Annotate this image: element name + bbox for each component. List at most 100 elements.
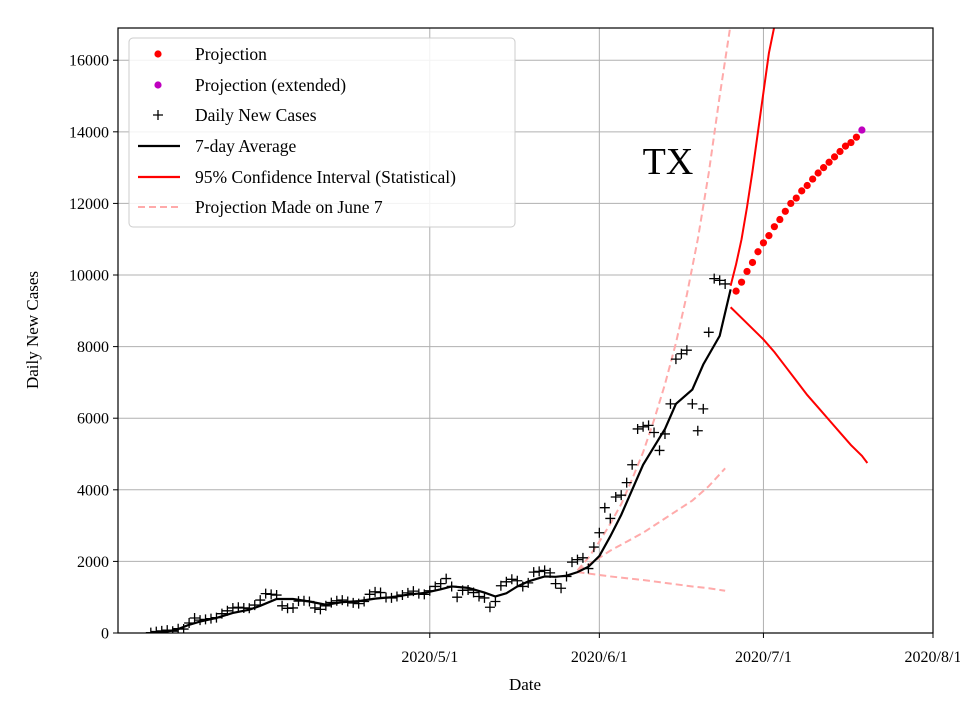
daily-case-marker xyxy=(654,445,665,456)
daily-case-marker xyxy=(632,423,643,434)
daily-case-marker xyxy=(260,588,271,599)
daily-case-marker xyxy=(288,602,299,613)
legend-markers xyxy=(138,50,180,208)
projection-point xyxy=(754,248,762,256)
projection-point xyxy=(732,287,740,295)
daily-case-marker xyxy=(594,527,605,538)
daily-case-marker xyxy=(189,612,200,623)
x-tick-label: 2020/8/1 xyxy=(905,649,960,666)
legend-dot-marker xyxy=(154,50,162,58)
daily-case-marker xyxy=(720,278,731,289)
legend-label-7-day-average: 7-day Average xyxy=(195,136,296,156)
projection-point xyxy=(743,267,751,276)
projection-point xyxy=(852,133,861,141)
daily-case-marker xyxy=(665,398,676,409)
daily-case-marker xyxy=(479,592,490,603)
projection-point xyxy=(803,181,811,190)
projection-point xyxy=(847,138,855,147)
projection-point xyxy=(759,239,768,247)
y-tick-label: 16000 xyxy=(69,53,109,70)
daily-case-marker xyxy=(435,578,446,589)
daily-case-marker xyxy=(621,477,632,488)
daily-case-marker xyxy=(692,425,703,436)
daily-case-marker xyxy=(610,491,621,502)
daily-case-marker xyxy=(703,327,714,338)
x-tick-label: 2020/7/1 xyxy=(735,649,792,666)
x-tick-label: 2020/6/1 xyxy=(571,649,628,666)
state-annotation: TX xyxy=(643,141,694,183)
daily-case-marker xyxy=(452,592,463,603)
y-tick-label: 6000 xyxy=(77,411,109,428)
legend-box xyxy=(128,37,516,228)
confidence-interval-line-upper xyxy=(729,28,776,286)
daily-case-marker xyxy=(463,585,474,596)
projection-point xyxy=(776,215,784,224)
daily-case-marker xyxy=(266,589,277,600)
legend-plus-marker xyxy=(153,110,163,120)
daily-case-marker xyxy=(441,573,452,584)
daily-case-marker xyxy=(474,591,485,602)
projection-point xyxy=(841,142,850,150)
axes-frame xyxy=(117,27,934,634)
daily-case-marker xyxy=(348,597,359,608)
daily-case-marker xyxy=(643,420,654,431)
projection-point xyxy=(781,207,789,215)
daily-case-marker xyxy=(309,602,320,613)
daily-case-marker xyxy=(638,421,649,432)
plot-area xyxy=(145,28,869,633)
daily-case-marker xyxy=(676,348,687,359)
daily-case-marker xyxy=(528,567,539,578)
legend: Projection Projection (extended) Daily N… xyxy=(128,37,516,228)
daily-case-marker xyxy=(375,587,386,598)
legend-label-confidence-interval: 95% Confidence Interval (Statistical) xyxy=(195,167,456,187)
daily-case-marker xyxy=(572,554,583,565)
daily-case-marker xyxy=(364,589,375,600)
daily-case-marker xyxy=(490,596,501,607)
daily-case-marker xyxy=(550,578,561,589)
y-tick-label: 14000 xyxy=(69,124,109,141)
daily-case-marker xyxy=(370,586,381,597)
daily-case-marker xyxy=(709,273,720,284)
seven-day-average-line xyxy=(150,289,732,633)
y-tick-label: 10000 xyxy=(69,268,109,285)
projection-point xyxy=(770,223,778,231)
projection-point xyxy=(748,258,757,267)
daily-case-marker xyxy=(616,490,627,501)
projection-point xyxy=(836,147,844,156)
projection-point xyxy=(792,194,800,202)
confidence-interval-line-lower xyxy=(729,306,869,464)
x-axis-label: Date xyxy=(509,675,541,694)
daily-case-marker xyxy=(670,354,681,365)
y-tick-label: 4000 xyxy=(77,482,109,499)
daily-case-marker xyxy=(501,576,512,587)
daily-case-marker xyxy=(627,459,638,470)
daily-case-marker xyxy=(315,604,326,615)
projection-point xyxy=(809,175,817,183)
daily-case-marker xyxy=(255,595,266,606)
legend-label-june7-projection: Projection Made on June 7 xyxy=(195,197,383,217)
daily-case-marker xyxy=(539,565,550,576)
daily-case-marker xyxy=(277,600,288,611)
daily-case-marker xyxy=(687,398,698,409)
daily-case-marker xyxy=(337,595,348,606)
y-tick-label: 12000 xyxy=(69,196,109,213)
daily-case-marker xyxy=(698,403,709,414)
daily-case-marker xyxy=(484,602,495,613)
daily-case-marker xyxy=(649,427,660,438)
june7-projection-line-2 xyxy=(577,571,726,592)
x-tick-label: 2020/5/1 xyxy=(401,649,458,666)
axis-ticks: 0 2000 4000 6000 8000 10000 12000 14000 16000 202… xyxy=(69,53,960,666)
y-tick-label: 8000 xyxy=(77,339,109,356)
projection-point xyxy=(814,169,822,177)
daily-case-marker xyxy=(681,345,692,356)
june7-projection-line-0 xyxy=(576,28,732,572)
legend-label-projection: Projection xyxy=(195,44,267,64)
daily-case-marker xyxy=(556,583,567,594)
projection-point xyxy=(737,278,746,286)
projection-point xyxy=(787,199,795,208)
daily-case-marker xyxy=(495,580,506,591)
daily-case-marker xyxy=(512,575,523,586)
projection-point xyxy=(798,187,806,195)
daily-case-marker xyxy=(227,602,238,613)
